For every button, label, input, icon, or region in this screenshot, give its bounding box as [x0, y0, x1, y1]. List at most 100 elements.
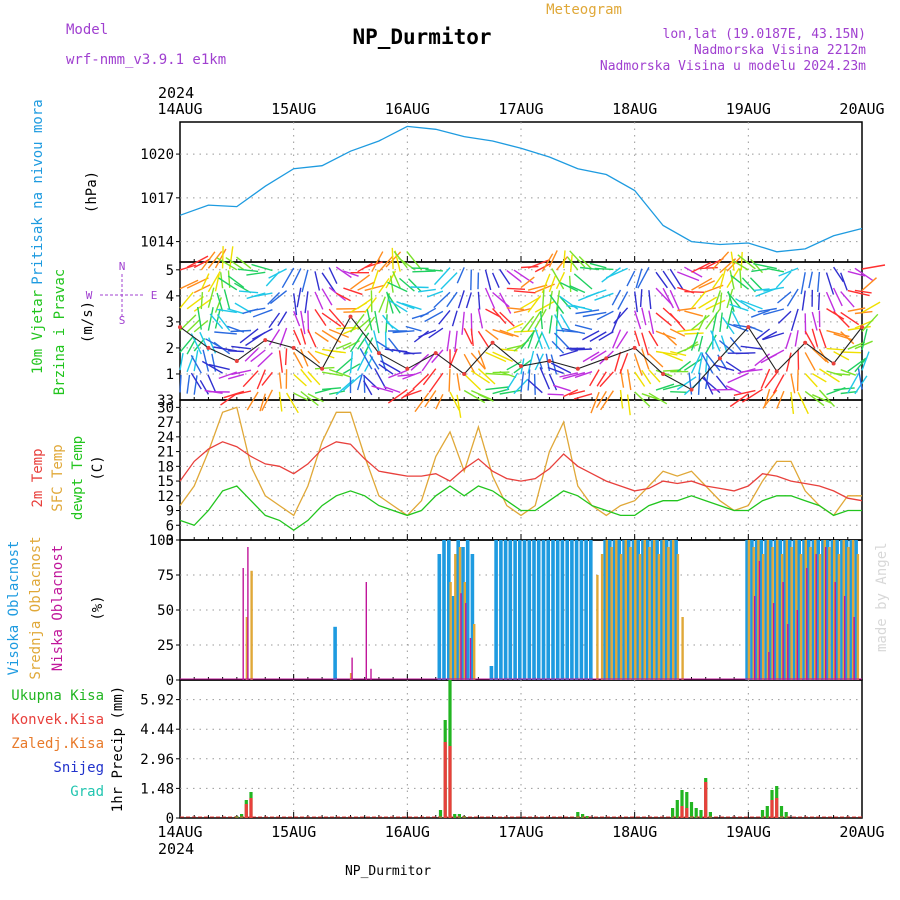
wind-arrow [833, 266, 844, 283]
model-elevation-label: Nadmorska Visina u modelu 2024.23m [600, 59, 866, 74]
wind-arrow [847, 325, 871, 331]
wind-arrow [641, 393, 660, 401]
cloud-bar [579, 540, 584, 680]
cloud-bar [787, 624, 789, 680]
lonlat-label: lon,lat (19.0187E, 43.15N) [663, 27, 867, 42]
wind-arrow [573, 304, 593, 311]
y-tick-label: 30 [157, 400, 174, 416]
wind-arrow [392, 330, 415, 334]
cloud-bar [844, 540, 849, 680]
cloud-bar [643, 540, 646, 680]
cloud-bar [546, 540, 550, 680]
wind-arrow [228, 373, 245, 380]
x-tick-label-top: 19AUG [726, 100, 771, 118]
wind-arrow [506, 372, 519, 391]
wind-arrow [520, 315, 535, 333]
wind-arrow [214, 297, 222, 313]
wind-arrow [735, 352, 756, 355]
cloud-bar [629, 547, 632, 680]
wind-arrow [641, 332, 650, 356]
wind-arrow [861, 277, 877, 292]
cloud-bar [778, 540, 783, 680]
wind-arrow [477, 291, 481, 310]
wind-arrow [485, 372, 510, 376]
wind-arrow [574, 324, 593, 331]
wind-arrow [726, 256, 742, 272]
wind-arrow [513, 269, 534, 284]
wind-arrow [366, 308, 373, 331]
wind-arrow [492, 351, 513, 363]
wind-arrow [179, 336, 194, 353]
wind-arrow [662, 383, 683, 391]
wind-arrow [477, 368, 496, 385]
y-tick-label: 5 [166, 263, 174, 279]
wind-arrow [291, 268, 302, 286]
cloud-bar [584, 540, 588, 680]
wind-arrow [492, 328, 514, 337]
wind-arrow [580, 266, 600, 271]
wind-arrow [336, 326, 357, 330]
cloud-bar [758, 561, 761, 680]
x-tick-label-top: 17AUG [498, 100, 543, 118]
cloud-bar [795, 540, 798, 680]
wind-arrow [456, 267, 465, 284]
wind-speed-point [234, 358, 239, 363]
wind-arrow [729, 336, 742, 352]
wind-arrow [582, 330, 600, 341]
wind-arrow [527, 295, 542, 313]
wind-arrow [541, 289, 545, 314]
cloud-bar [806, 568, 808, 680]
wind-arrow [364, 296, 377, 314]
x-tick-label-bottom: 15AUG [271, 823, 316, 841]
cloud-bar [788, 540, 792, 680]
wind-arrow [677, 271, 700, 282]
wind-arrow [611, 289, 622, 306]
wind-arrow [697, 352, 704, 375]
y-tick-label: 12 [157, 489, 174, 505]
wind-arrow [223, 390, 245, 399]
wind-arrow [794, 330, 799, 347]
chart-title: NP_Durmitor [352, 25, 491, 49]
cloud-bar [785, 540, 788, 680]
cloud-bar [451, 596, 456, 680]
wind-arrow [322, 387, 342, 391]
cloud-bar [783, 540, 787, 680]
x-tick-label-bottom: 14AUG [157, 823, 202, 841]
cloud-bar [622, 540, 626, 680]
wind-arrow [220, 392, 238, 406]
compass-w: W [86, 289, 93, 302]
wind-arrow [186, 255, 209, 268]
wind-arrow [261, 389, 274, 412]
cloud-bar [768, 652, 770, 680]
wind-arrow [477, 330, 490, 349]
wind-arrow [740, 299, 763, 310]
cloud-bar [804, 540, 807, 680]
precip-bar [760, 810, 765, 818]
wind-arrow [259, 393, 266, 412]
wind-arrow [405, 325, 422, 332]
cloud-bar [596, 575, 599, 680]
wind-arrow [825, 291, 836, 312]
wind-arrow [293, 392, 309, 401]
cloud-bar [745, 540, 749, 680]
wind-arrow [402, 371, 422, 380]
wind-arrow [833, 372, 851, 376]
wind-arrow [790, 308, 799, 332]
mid-cloud-ylabel: Srednja Oblacnost [28, 536, 44, 679]
wind-arrow [179, 352, 184, 371]
wind-arrow [569, 250, 586, 268]
wind-arrow [200, 273, 210, 291]
wind-arrow [506, 322, 524, 332]
y-tick-label: 21 [157, 445, 174, 461]
wind-arrow [369, 354, 380, 370]
wind-arrow [214, 273, 220, 292]
cloud-bar [854, 540, 858, 680]
wind-arrow [648, 369, 661, 383]
wind-speed-point [376, 351, 381, 356]
wind-arrow [179, 291, 194, 309]
wind-arrow [561, 327, 586, 335]
wind-arrow [527, 329, 535, 349]
wind-arrow [209, 313, 224, 330]
wind-arrow [214, 308, 221, 329]
wind-arrow [811, 372, 827, 383]
